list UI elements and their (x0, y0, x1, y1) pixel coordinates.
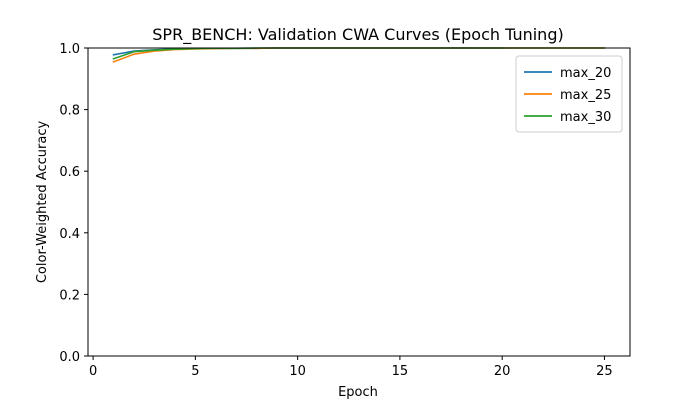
y-axis-title: Color-Weighted Accuracy (35, 121, 50, 284)
y-tick-label: 0.8 (59, 104, 80, 119)
axes-layer: 0 5 10 15 20 25 0.0 0.2 0.4 0.6 0.8 1.0 (59, 42, 631, 379)
y-tick-label: 0.6 (59, 165, 80, 180)
y-tick-label: 0.0 (59, 350, 80, 365)
legend-label-max_30: max_30 (560, 110, 611, 125)
legend-label-max_20: max_20 (560, 66, 611, 81)
x-axis-title: Epoch (338, 385, 378, 400)
x-tick-label: 25 (596, 364, 613, 379)
legend: max_20 max_25 max_30 (515, 55, 623, 133)
x-tick-label: 5 (191, 364, 199, 379)
y-tick-label: 0.4 (59, 227, 80, 242)
x-tick-label: 15 (392, 364, 409, 379)
legend-label-max_25: max_25 (560, 88, 611, 103)
y-tick-label: 1.0 (59, 42, 80, 57)
legend-box (515, 55, 623, 133)
plot-frame (87, 47, 631, 357)
x-tick-label: 10 (289, 364, 306, 379)
x-tick-label: 20 (494, 364, 511, 379)
chart-title: SPR_BENCH: Validation CWA Curves (Epoch … (152, 25, 563, 45)
x-tick-label: 0 (89, 364, 97, 379)
y-tick-label: 0.2 (59, 288, 80, 303)
